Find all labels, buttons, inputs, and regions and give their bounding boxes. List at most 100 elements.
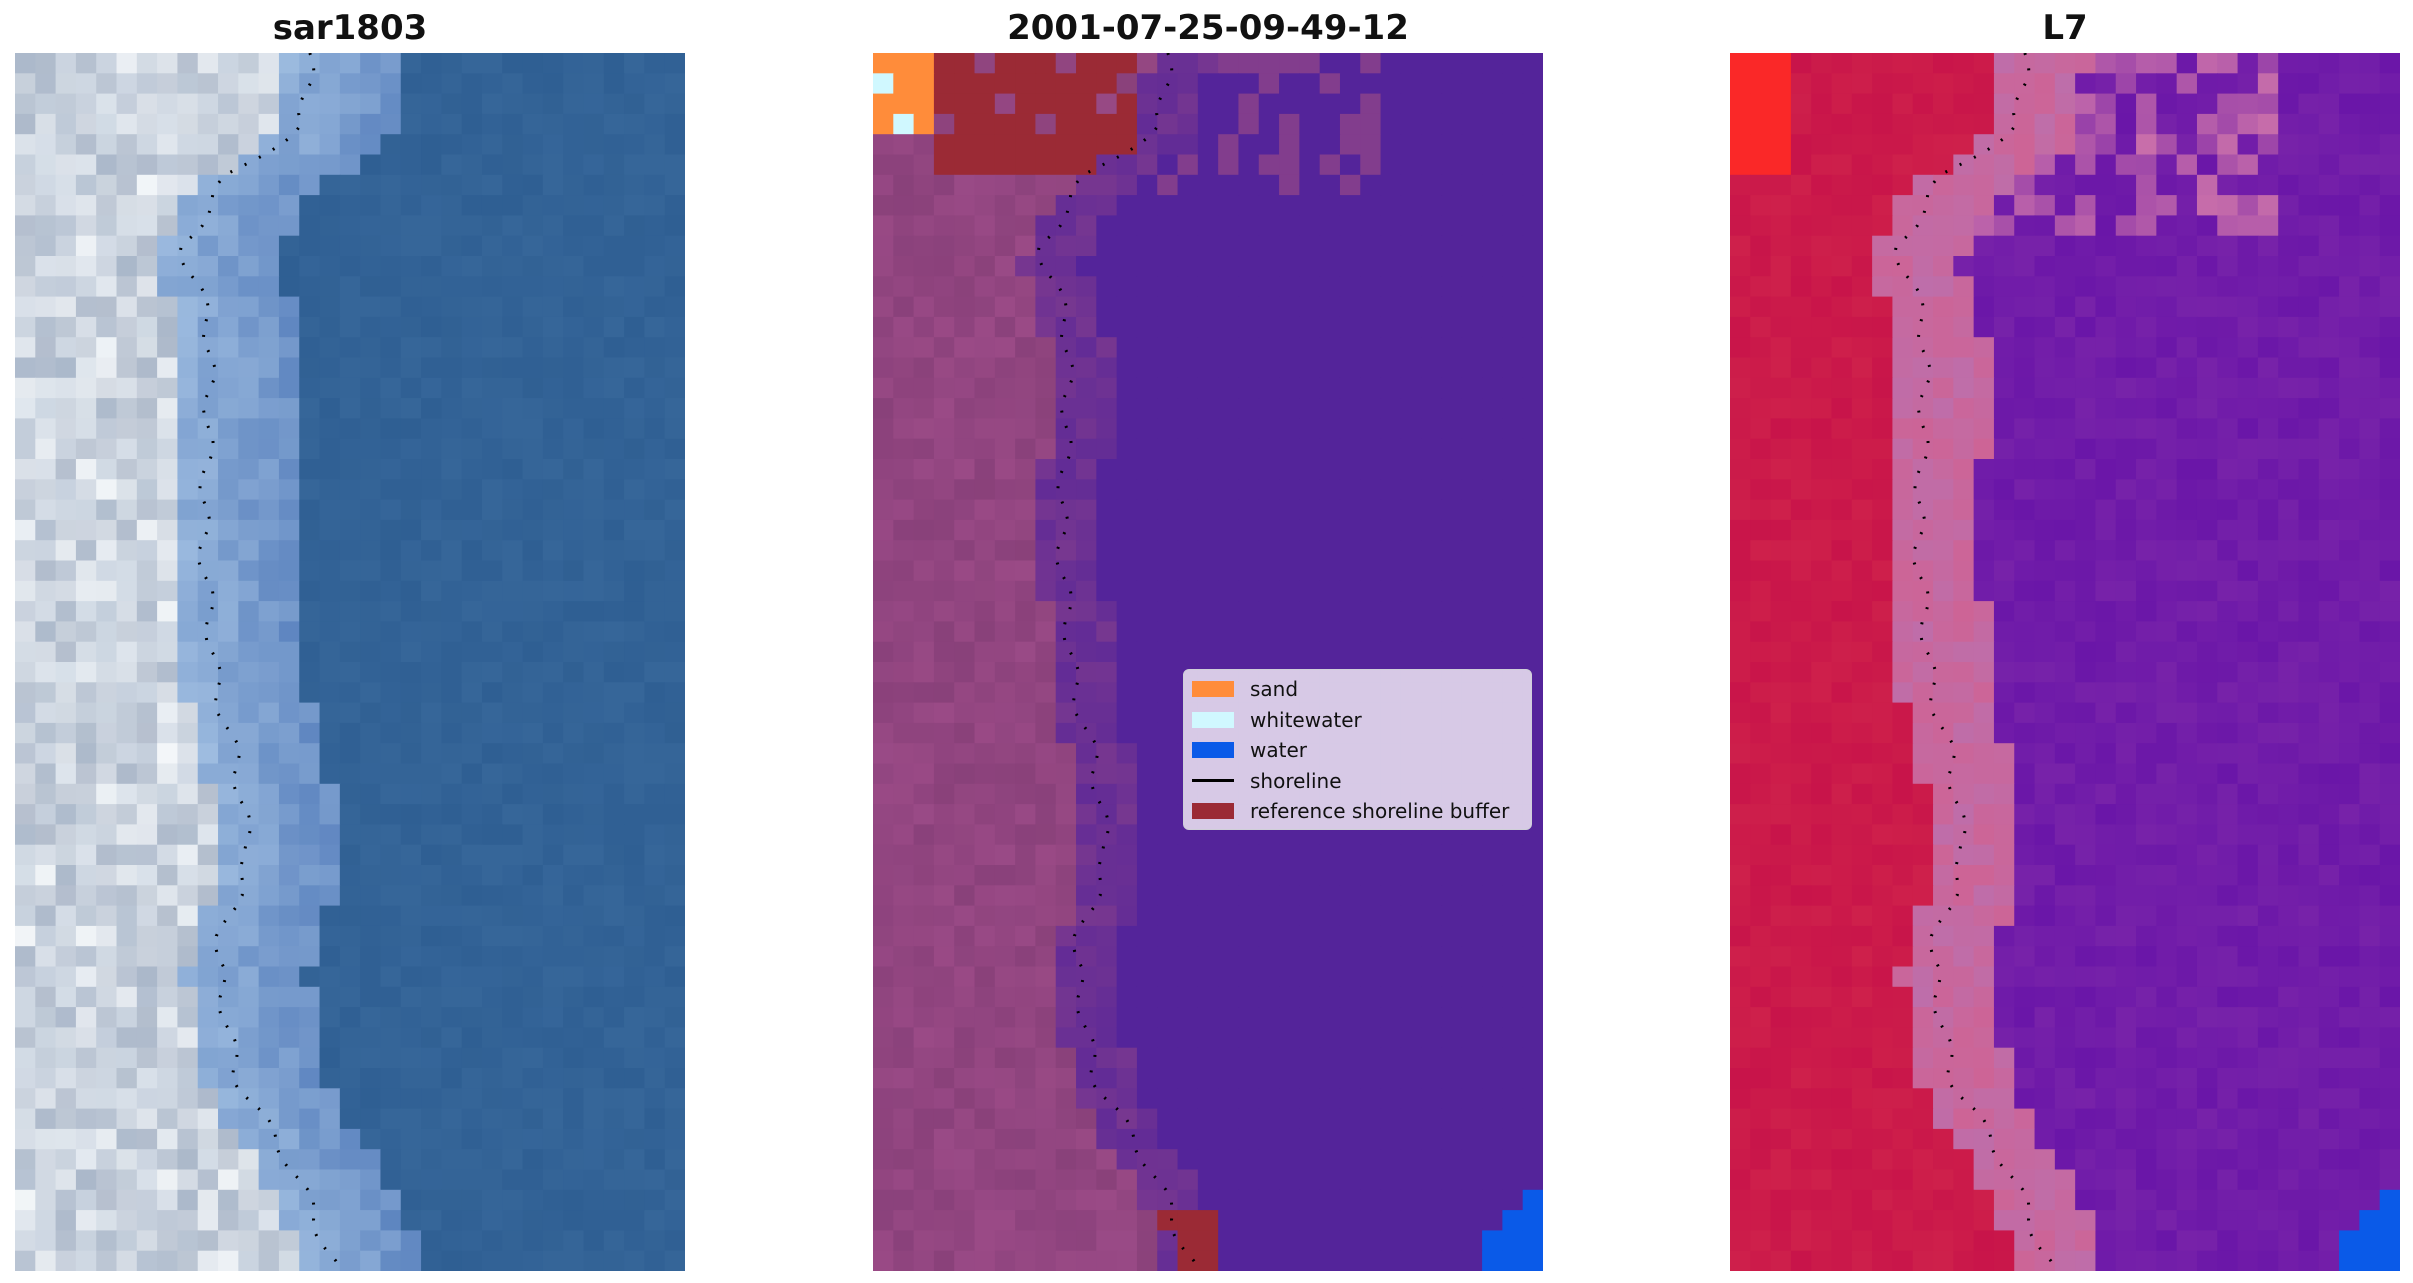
pixel-cell (481, 235, 503, 257)
pixel-cell (1299, 885, 1321, 907)
pixel-cell (1441, 1108, 1463, 1130)
pixel-cell (893, 1027, 915, 1049)
pixel-cell (1116, 722, 1138, 744)
pixel-cell (1790, 215, 1812, 237)
pixel-cell (2095, 256, 2117, 277)
pixel-cell (278, 296, 300, 318)
pixel-cell (1482, 215, 1503, 237)
pixel-cell (1319, 459, 1341, 480)
pixel-cell (441, 195, 463, 216)
pixel-cell (1851, 154, 1873, 176)
pixel-cell (1461, 1210, 1483, 1231)
pixel-cell (421, 519, 442, 541)
pixel-cell (1831, 256, 1853, 277)
pixel-cell (15, 865, 36, 886)
pixel-cell (339, 1128, 361, 1150)
pixel-cell (933, 1149, 955, 1171)
pixel-cell (933, 885, 955, 907)
pixel-cell (1055, 53, 1077, 74)
pixel-cell (1319, 499, 1341, 521)
pixel-cell (624, 702, 645, 724)
pixel-cell (893, 1169, 915, 1191)
pixel-cell (1258, 438, 1280, 460)
pixel-cell (360, 1068, 382, 1089)
pixel-cell (563, 154, 585, 176)
pixel-cell (481, 1128, 503, 1150)
pixel-cell (278, 1088, 300, 1110)
pixel-cell (2298, 540, 2320, 562)
pixel-cell (400, 73, 422, 95)
pixel-cell (400, 195, 422, 216)
pixel-cell (1993, 438, 2015, 460)
pixel-cell (177, 844, 199, 866)
pixel-cell (461, 1128, 483, 1150)
pixel-cell (1116, 398, 1138, 419)
pixel-cell (974, 804, 996, 825)
pixel-cell (400, 560, 422, 582)
pixel-cell (441, 357, 463, 379)
pixel-cell (15, 804, 36, 825)
pixel-cell (664, 235, 685, 257)
pixel-cell (913, 235, 935, 257)
pixel-cell (258, 113, 280, 135)
pixel-cell (441, 337, 463, 359)
pixel-cell (421, 580, 442, 602)
pixel-cell (238, 438, 260, 460)
pixel-cell (2298, 215, 2320, 237)
pixel-cell (96, 73, 118, 95)
pixel-cell (481, 580, 503, 602)
pixel-cell (1238, 1230, 1260, 1252)
pixel-cell (1482, 296, 1503, 318)
pixel-cell (1380, 276, 1402, 298)
pixel-cell (1851, 377, 1873, 399)
pixel-cell (2095, 113, 2117, 135)
pixel-cell (1441, 377, 1463, 399)
pixel-cell (2136, 53, 2157, 74)
pixel-cell (400, 865, 422, 886)
pixel-cell (1441, 418, 1463, 440)
pixel-cell (974, 885, 996, 907)
pixel-cell (2054, 316, 2076, 338)
pixel-cell (2095, 580, 2117, 602)
pixel-cell (197, 1027, 219, 1049)
pixel-cell (1360, 1169, 1382, 1191)
pixel-cell (2359, 499, 2381, 521)
pixel-cell (177, 377, 199, 399)
pixel-cell (197, 73, 219, 95)
pixel-cell (664, 1149, 685, 1171)
pixel-cell (583, 154, 605, 176)
pixel-cell (400, 1007, 422, 1028)
pixel-cell (1197, 1047, 1219, 1069)
pixel-cell (35, 560, 57, 582)
pixel-cell (1360, 1088, 1382, 1110)
pixel-cell (1218, 1027, 1240, 1049)
pixel-cell (157, 824, 179, 846)
pixel-cell (1750, 601, 1772, 622)
pixel-cell (1197, 1210, 1219, 1231)
pixel-cell (933, 154, 955, 176)
pixel-cell (441, 1007, 463, 1028)
pixel-cell (1197, 134, 1219, 156)
pixel-cell (2359, 601, 2381, 622)
pixel-cell (218, 93, 239, 115)
pixel-cell (299, 682, 321, 704)
pixel-cell (299, 580, 321, 602)
pixel-cell (1055, 438, 1077, 460)
pixel-cell (421, 1007, 442, 1028)
pixel-cell (1238, 438, 1260, 460)
pixel-cell (299, 925, 321, 947)
pixel-cell (954, 1088, 976, 1110)
pixel-cell (624, 113, 645, 135)
pixel-cell (258, 865, 280, 886)
pixel-cell (339, 499, 361, 521)
pixel-cell (893, 316, 915, 338)
pixel-cell (380, 1007, 402, 1028)
pixel-cell (873, 154, 894, 176)
pixel-cell (644, 641, 666, 663)
pixel-cell (1177, 925, 1199, 947)
pixel-cell (1502, 925, 1524, 947)
pixel-cell (258, 134, 280, 156)
pixel-cell (360, 1210, 382, 1231)
pixel-cell (1319, 1230, 1341, 1252)
pixel-cell (218, 1108, 239, 1130)
